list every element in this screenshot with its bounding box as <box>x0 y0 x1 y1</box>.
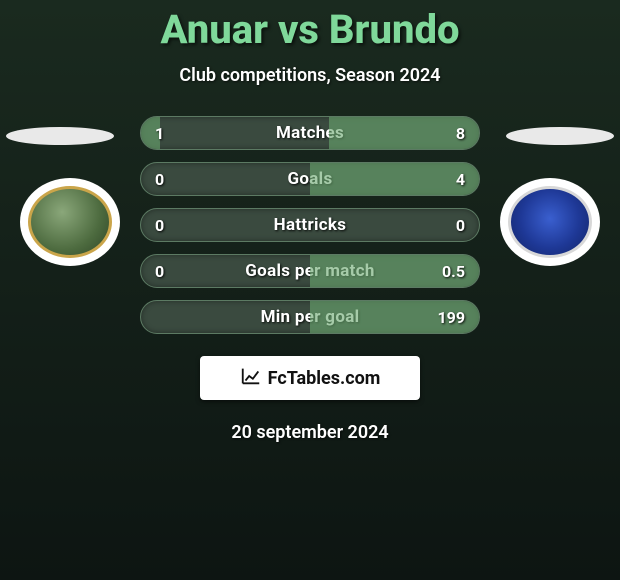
player2-crest <box>500 178 600 266</box>
player1-crest <box>20 178 120 266</box>
left-value: 1 <box>155 124 164 143</box>
left-value: 0 <box>155 170 164 189</box>
date-label: 20 september 2024 <box>0 422 620 443</box>
stat-row: 0Goals per match0.5 <box>140 254 480 288</box>
stat-row: 1Matches8 <box>140 116 480 150</box>
stat-row: 0 Hattricks 0 <box>140 208 480 242</box>
stat-row: 0Goals4 <box>140 162 480 196</box>
right-value: 199 <box>437 308 465 327</box>
player1-flag <box>6 127 114 145</box>
left-value: 0 <box>155 262 164 281</box>
subtitle: Club competitions, Season 2024 <box>0 65 620 86</box>
player2-flag <box>506 127 614 145</box>
right-value: 0 <box>456 216 465 235</box>
fill-right <box>310 163 479 195</box>
brand-badge: FcTables.com <box>200 356 420 400</box>
brand-label: FcTables.com <box>268 368 381 389</box>
right-value: 8 <box>456 124 465 143</box>
left-value: 0 <box>155 216 164 235</box>
right-value: 0.5 <box>442 262 465 281</box>
stat-row: Min per goal199 <box>140 300 480 334</box>
page-title: Anuar vs Brundo <box>0 0 620 53</box>
stat-label: Hattricks <box>274 215 347 235</box>
right-value: 4 <box>456 170 465 189</box>
chart-icon <box>240 365 262 392</box>
